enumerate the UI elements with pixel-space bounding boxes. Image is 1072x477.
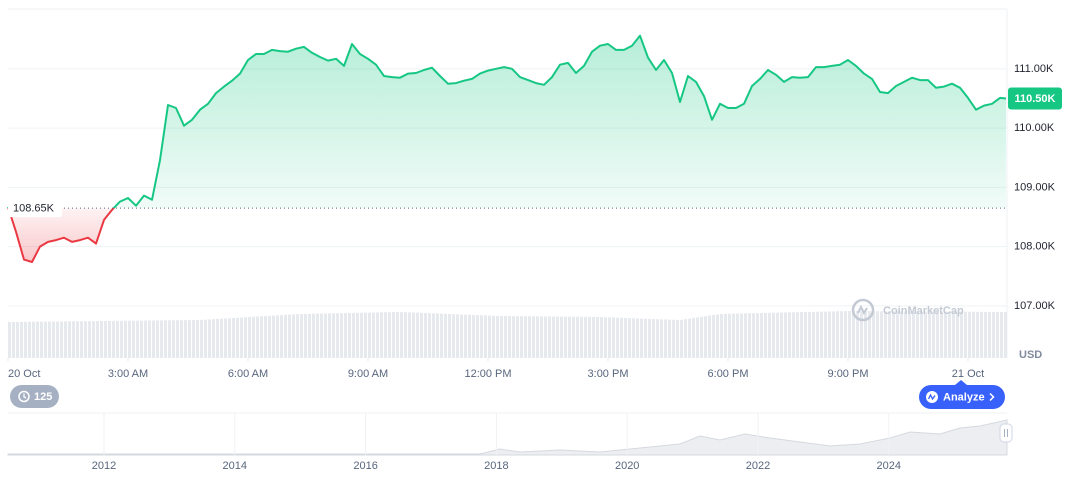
plot-area: 108.65K bbox=[7, 34, 1007, 307]
history-icon-hands bbox=[23, 393, 27, 399]
watermark-logo bbox=[851, 298, 875, 322]
x-tick-label: 6:00 AM bbox=[228, 368, 268, 380]
volume-band bbox=[8, 311, 1007, 358]
x-tick-label: 20 Oct bbox=[8, 368, 40, 380]
y-tick-label: 107.00K bbox=[1014, 300, 1056, 312]
area-down bbox=[8, 208, 1006, 262]
y-tick-label: 108.00K bbox=[1014, 241, 1056, 253]
analyze-chevron bbox=[989, 392, 995, 402]
area-up bbox=[8, 35, 1006, 209]
navigator-handle[interactable] bbox=[999, 423, 1013, 443]
navigator: 2012 2014 2016 2018 2020 2022 2024 bbox=[7, 412, 1013, 472]
x-tick-label: 3:00 PM bbox=[588, 368, 629, 380]
x-tick-label: 12:00 PM bbox=[464, 368, 511, 380]
analyze-pointer bbox=[955, 380, 967, 385]
navigator-year-label: 2014 bbox=[223, 460, 247, 472]
y-axis-unit: USD bbox=[1019, 349, 1042, 361]
x-tick-label: 9:00 PM bbox=[828, 368, 869, 380]
x-tick-label: 6:00 PM bbox=[708, 368, 749, 380]
price-line-up bbox=[7, 34, 1007, 209]
navigator-year-label: 2012 bbox=[92, 460, 116, 472]
history-badge[interactable]: 125 bbox=[10, 385, 59, 408]
x-tick-label: 9:00 AM bbox=[348, 368, 388, 380]
analyze-button[interactable]: Analyze bbox=[919, 385, 1005, 409]
analyze-button-bg[interactable] bbox=[919, 385, 1005, 409]
last-price-label: 110.50K bbox=[1015, 93, 1056, 105]
baseline-label: 108.65K bbox=[13, 202, 55, 214]
history-icon bbox=[18, 390, 30, 403]
baseline-label-bg bbox=[8, 199, 62, 218]
y-tick-label: 109.00K bbox=[1014, 181, 1056, 193]
watermark: CoinMarketCap bbox=[851, 298, 964, 322]
navigator-year-label: 2022 bbox=[746, 460, 770, 472]
x-tick-label: 3:00 AM bbox=[108, 368, 148, 380]
history-count[interactable]: 125 bbox=[34, 391, 52, 403]
analyze-label[interactable]: Analyze bbox=[943, 391, 985, 403]
navigator-year-label: 2024 bbox=[877, 460, 901, 472]
analyze-icon-mark bbox=[927, 393, 936, 401]
history-badge-bg[interactable] bbox=[10, 385, 59, 408]
y-tick-label: 111.00K bbox=[1014, 63, 1054, 75]
last-price-badge bbox=[1008, 87, 1062, 110]
x-tick-label: 21 Oct bbox=[952, 368, 984, 380]
navigator-year-label: 2018 bbox=[484, 460, 508, 472]
watermark-logo-mark bbox=[857, 304, 868, 316]
navigator-year-label: 2020 bbox=[615, 460, 639, 472]
navigator-year-label: 2016 bbox=[353, 460, 377, 472]
navigator-history-area bbox=[7, 419, 1008, 456]
y-tick-label: 110.00K bbox=[1014, 122, 1055, 134]
watermark-text: CoinMarketCap bbox=[883, 305, 964, 317]
